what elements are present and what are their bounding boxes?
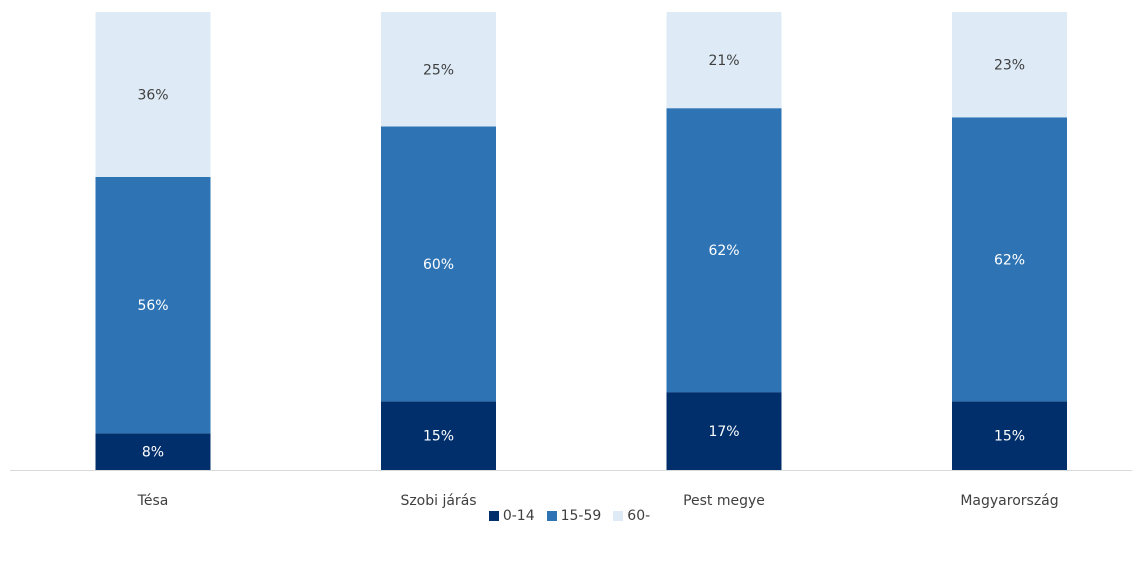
- legend-label-60-plus: 60-: [627, 508, 651, 524]
- category-label-magyarorszag: Magyarország: [960, 493, 1058, 509]
- category-label-tesa: Tésa: [137, 493, 169, 509]
- bar-pest-megye-60: [666, 12, 782, 109]
- data-label-pest-megye-15-59: 62%: [708, 243, 739, 259]
- bar-tesa-60: [95, 12, 211, 177]
- bar-szobi-jaras-0-14: [381, 401, 496, 470]
- category-label-pest-megye: Pest megye: [683, 493, 765, 509]
- data-label-szobi-jaras-0-14: 15%: [423, 429, 454, 445]
- legend-label-15-59: 15-59: [560, 508, 602, 524]
- bar-pest-megye-15-59: [666, 108, 782, 393]
- data-label-tesa-15-59: 56%: [137, 298, 168, 314]
- legend-swatch-15-59: [546, 511, 557, 521]
- legend-swatch-60-plus: [613, 511, 624, 521]
- data-label-tesa-60: 36%: [137, 87, 168, 103]
- bar-szobi-jaras-15-59: [381, 126, 496, 402]
- bar-tesa-15-59: [95, 176, 211, 434]
- legend-swatch-0-14: [488, 511, 499, 521]
- data-label-tesa-0-14: 8%: [142, 445, 164, 461]
- bar-pest-megye-0-14: [666, 392, 782, 470]
- data-label-magyarorszag-60: 23%: [994, 58, 1025, 74]
- data-label-magyarorszag-0-14: 15%: [994, 429, 1025, 445]
- data-label-pest-megye-0-14: 17%: [708, 424, 739, 440]
- legend: 0-14 15-59 60-: [0, 508, 1139, 524]
- bar-magyarorszag-15-59: [952, 117, 1067, 402]
- category-label-szobi-jaras: Szobi járás: [400, 493, 476, 509]
- legend-item-60-plus: 60-: [613, 508, 650, 524]
- legend-item-0-14: 0-14: [488, 508, 535, 524]
- data-label-magyarorszag-15-59: 62%: [994, 252, 1025, 268]
- data-label-pest-megye-60: 21%: [708, 53, 739, 69]
- legend-label-0-14: 0-14: [502, 508, 535, 524]
- bar-tesa-0-14: [95, 433, 211, 470]
- bar-szobi-jaras-60: [381, 12, 496, 127]
- data-label-szobi-jaras-15-59: 60%: [423, 257, 454, 273]
- bar-magyarorszag-60: [952, 12, 1067, 118]
- data-label-szobi-jaras-60: 25%: [423, 62, 454, 78]
- bar-magyarorszag-0-14: [952, 401, 1067, 470]
- legend-item-15-59: 15-59: [546, 508, 602, 524]
